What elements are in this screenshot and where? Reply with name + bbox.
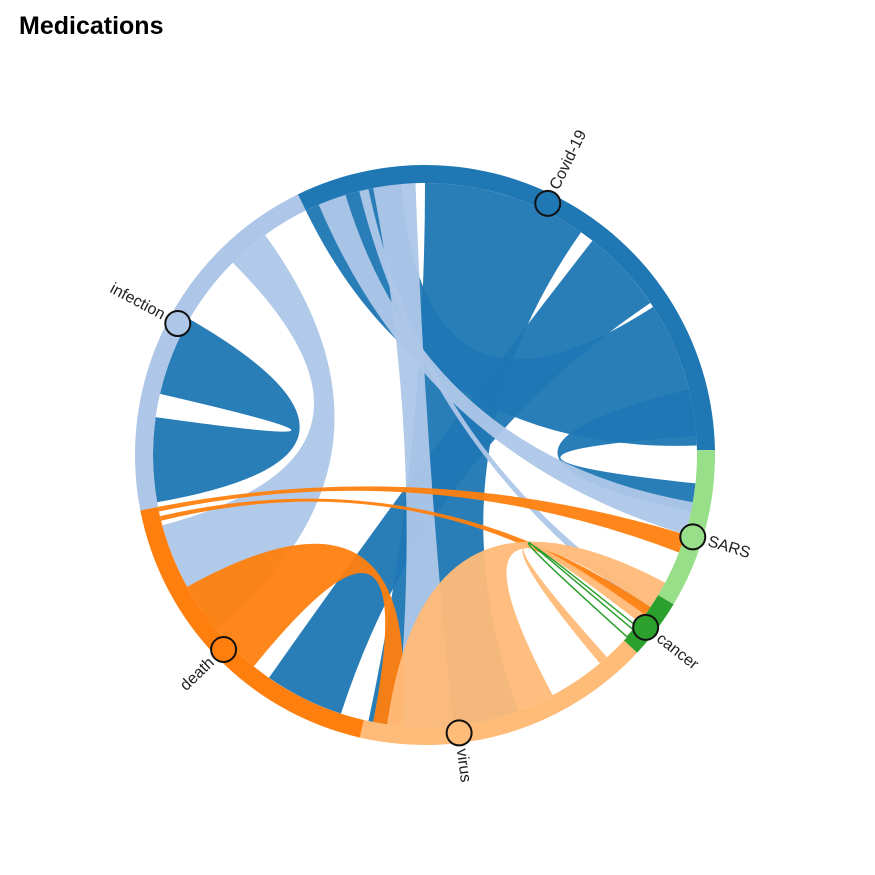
node-label-sars: SARS bbox=[706, 533, 753, 562]
node-marker-sars[interactable] bbox=[679, 523, 707, 551]
ribbon-covid-19-death bbox=[268, 240, 651, 714]
arc-sars bbox=[658, 449, 715, 605]
node-marker-cancer[interactable] bbox=[632, 613, 660, 641]
node-label-infection: infection bbox=[107, 280, 168, 323]
ribbons-group bbox=[153, 183, 697, 727]
node-marker-virus[interactable] bbox=[445, 719, 473, 747]
ribbon-virus-cancer bbox=[522, 545, 646, 664]
node-label-covid-19: Covid-19 bbox=[547, 127, 590, 192]
chart-title: Medications bbox=[19, 12, 164, 40]
node-marker-covid-19[interactable] bbox=[534, 189, 562, 217]
node-label-death: death bbox=[177, 654, 218, 694]
ribbon-infection-sars bbox=[318, 194, 693, 535]
arc-infection bbox=[135, 194, 306, 511]
arc-death bbox=[140, 506, 364, 738]
node-marker-infection[interactable] bbox=[164, 310, 192, 338]
ribbon-infection-death bbox=[162, 234, 335, 630]
ribbon-death-sars bbox=[157, 486, 686, 553]
node-label-virus: virus bbox=[453, 748, 474, 784]
arc-virus bbox=[359, 640, 638, 746]
arc-covid-19 bbox=[297, 164, 715, 451]
node-marker-death[interactable] bbox=[210, 636, 238, 664]
node-markers bbox=[164, 189, 707, 747]
ribbon-death-virus bbox=[187, 543, 404, 726]
node-label-cancer: cancer bbox=[653, 630, 702, 673]
ribbon-virus-sars bbox=[387, 541, 666, 727]
ribbon-covid-19-infection bbox=[153, 319, 300, 503]
